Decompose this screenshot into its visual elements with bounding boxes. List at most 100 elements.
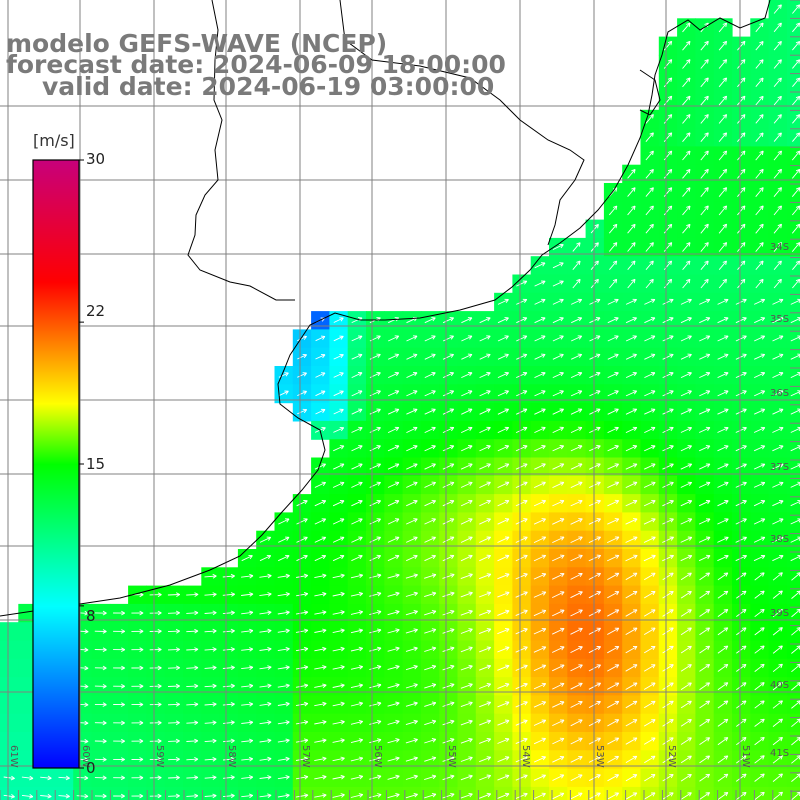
wind-arrow (699, 390, 711, 397)
wind-arrow (572, 278, 581, 289)
wind-arrow (333, 445, 345, 452)
wind-arrow (497, 298, 509, 305)
wind-arrow (627, 223, 636, 234)
wind-cell (603, 786, 623, 800)
colorbar (32, 159, 84, 769)
wind-arrow (552, 390, 564, 397)
wind-arrow (682, 278, 691, 289)
wind-arrow (388, 353, 400, 360)
wind-cell (677, 786, 696, 800)
wind-cell (457, 786, 477, 800)
wind-arrow (755, 40, 764, 51)
wind-arrow (609, 260, 618, 270)
wind-arrow (698, 481, 711, 488)
wind-arrow (607, 408, 619, 415)
wind-arrow (737, 95, 746, 106)
wind-arrow (735, 335, 747, 342)
wind-arrow (718, 150, 728, 161)
wind-arrow (442, 499, 455, 507)
wind-arrow (680, 481, 693, 488)
wind-arrow (588, 481, 601, 489)
wind-arrow (479, 518, 491, 525)
wind-cell (786, 219, 800, 239)
wind-arrow (680, 371, 692, 379)
wind-arrow (516, 280, 528, 287)
wind-arrow (278, 518, 290, 525)
wind-arrow (442, 371, 454, 379)
wind-cell (786, 713, 800, 733)
wind-arrow (625, 317, 637, 324)
lon-label: 52W (666, 745, 677, 768)
wind-cell (786, 183, 800, 202)
wind-arrow (534, 262, 546, 269)
wind-cell (786, 128, 800, 147)
wind-arrow (625, 518, 638, 525)
wind-arrow (497, 335, 509, 342)
colorbar-tick-8: 8 (86, 607, 96, 625)
wind-arrow (460, 499, 473, 507)
wind-arrow (571, 335, 583, 342)
wind-arrow (552, 371, 564, 379)
wind-arrow (424, 371, 436, 379)
wind-arrow (662, 499, 674, 507)
wind-arrow (479, 335, 491, 342)
wind-cell (18, 786, 38, 800)
wind-arrow (479, 408, 491, 415)
wind-arrow (737, 260, 746, 270)
wind-cell (786, 658, 800, 678)
wind-arrow (387, 426, 400, 434)
lat-label: 40S (770, 680, 789, 691)
wind-arrow (699, 426, 711, 433)
wind-arrow (333, 390, 344, 397)
wind-arrow (643, 499, 656, 507)
wind-arrow (663, 150, 673, 161)
wind-cell (786, 274, 800, 294)
wind-arrow (589, 335, 601, 342)
wind-arrow (737, 168, 746, 179)
wind-arrow (315, 335, 326, 342)
wind-arrow (552, 445, 565, 452)
wind-arrow (442, 408, 455, 415)
wind-arrow (682, 205, 691, 216)
wind-arrow (682, 59, 691, 69)
wind-arrow (460, 518, 473, 525)
wind-arrow (663, 40, 673, 51)
wind-arrow (607, 390, 619, 397)
wind-arrow (699, 353, 711, 360)
wind-arrow (479, 390, 491, 397)
wind-arrow (680, 298, 692, 305)
wind-arrow (297, 335, 307, 342)
wind-arrow (625, 445, 638, 452)
wind-arrow (315, 408, 326, 415)
wind-arrow (607, 481, 620, 489)
wind-arrow (755, 77, 764, 87)
wind-arrow (755, 223, 764, 234)
wind-arrow (607, 335, 619, 342)
wind-arrow (700, 132, 709, 142)
wind-cell (732, 786, 751, 800)
wind-arrow (516, 317, 528, 324)
wind-arrow (662, 481, 674, 488)
wind-arrow (682, 150, 691, 161)
wind-arrow (609, 278, 618, 289)
wind-cell (768, 786, 788, 800)
wind-arrow (442, 518, 455, 525)
wind-cell (786, 109, 800, 129)
wind-arrow (773, 223, 782, 234)
wind-arrow (700, 168, 709, 179)
wind-arrow (755, 187, 764, 197)
wind-cell (786, 530, 800, 550)
wind-arrow (663, 223, 673, 234)
wind-arrow (552, 317, 564, 324)
wind-arrow (297, 353, 307, 360)
colorbar-tick-15: 15 (86, 455, 106, 473)
wind-arrow (754, 408, 766, 415)
wind-arrow (773, 132, 782, 142)
wind-arrow (662, 463, 674, 470)
wind-arrow (680, 426, 692, 433)
lat-label: 37S (770, 462, 789, 473)
wind-arrow (680, 335, 692, 342)
wind-arrow (534, 463, 546, 470)
wind-cell (786, 549, 800, 568)
lon-label: 54W (520, 745, 531, 768)
